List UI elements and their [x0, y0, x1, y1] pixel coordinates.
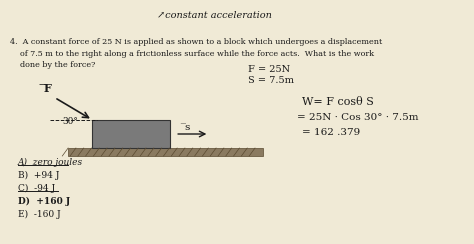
Text: ̅s: ̅s	[185, 123, 190, 132]
Text: ̅F: ̅F	[45, 83, 53, 94]
Text: = 25N · Cos 30° · 7.5m: = 25N · Cos 30° · 7.5m	[297, 113, 419, 122]
Text: B)  +94 J: B) +94 J	[18, 171, 59, 180]
Text: W= F cosθ S: W= F cosθ S	[302, 97, 374, 107]
Text: 30°: 30°	[62, 117, 78, 126]
Text: E)  -160 J: E) -160 J	[18, 210, 60, 219]
Bar	[68, 148, 263, 156]
Text: D)  +160 J: D) +160 J	[18, 197, 70, 206]
Text: F = 25N: F = 25N	[248, 65, 290, 74]
Bar	[92, 120, 170, 148]
Text: S = 7.5m: S = 7.5m	[248, 76, 294, 85]
Text: ↗constant acceleration: ↗constant acceleration	[157, 11, 272, 20]
Text: C)  -94 J: C) -94 J	[18, 184, 55, 193]
Text: = 162 .379: = 162 .379	[302, 128, 360, 137]
Text: A)  zero joules: A) zero joules	[18, 158, 82, 167]
Text: 4.  A constant force of 25 N is applied as shown to a block which undergoes a di: 4. A constant force of 25 N is applied a…	[10, 38, 382, 69]
